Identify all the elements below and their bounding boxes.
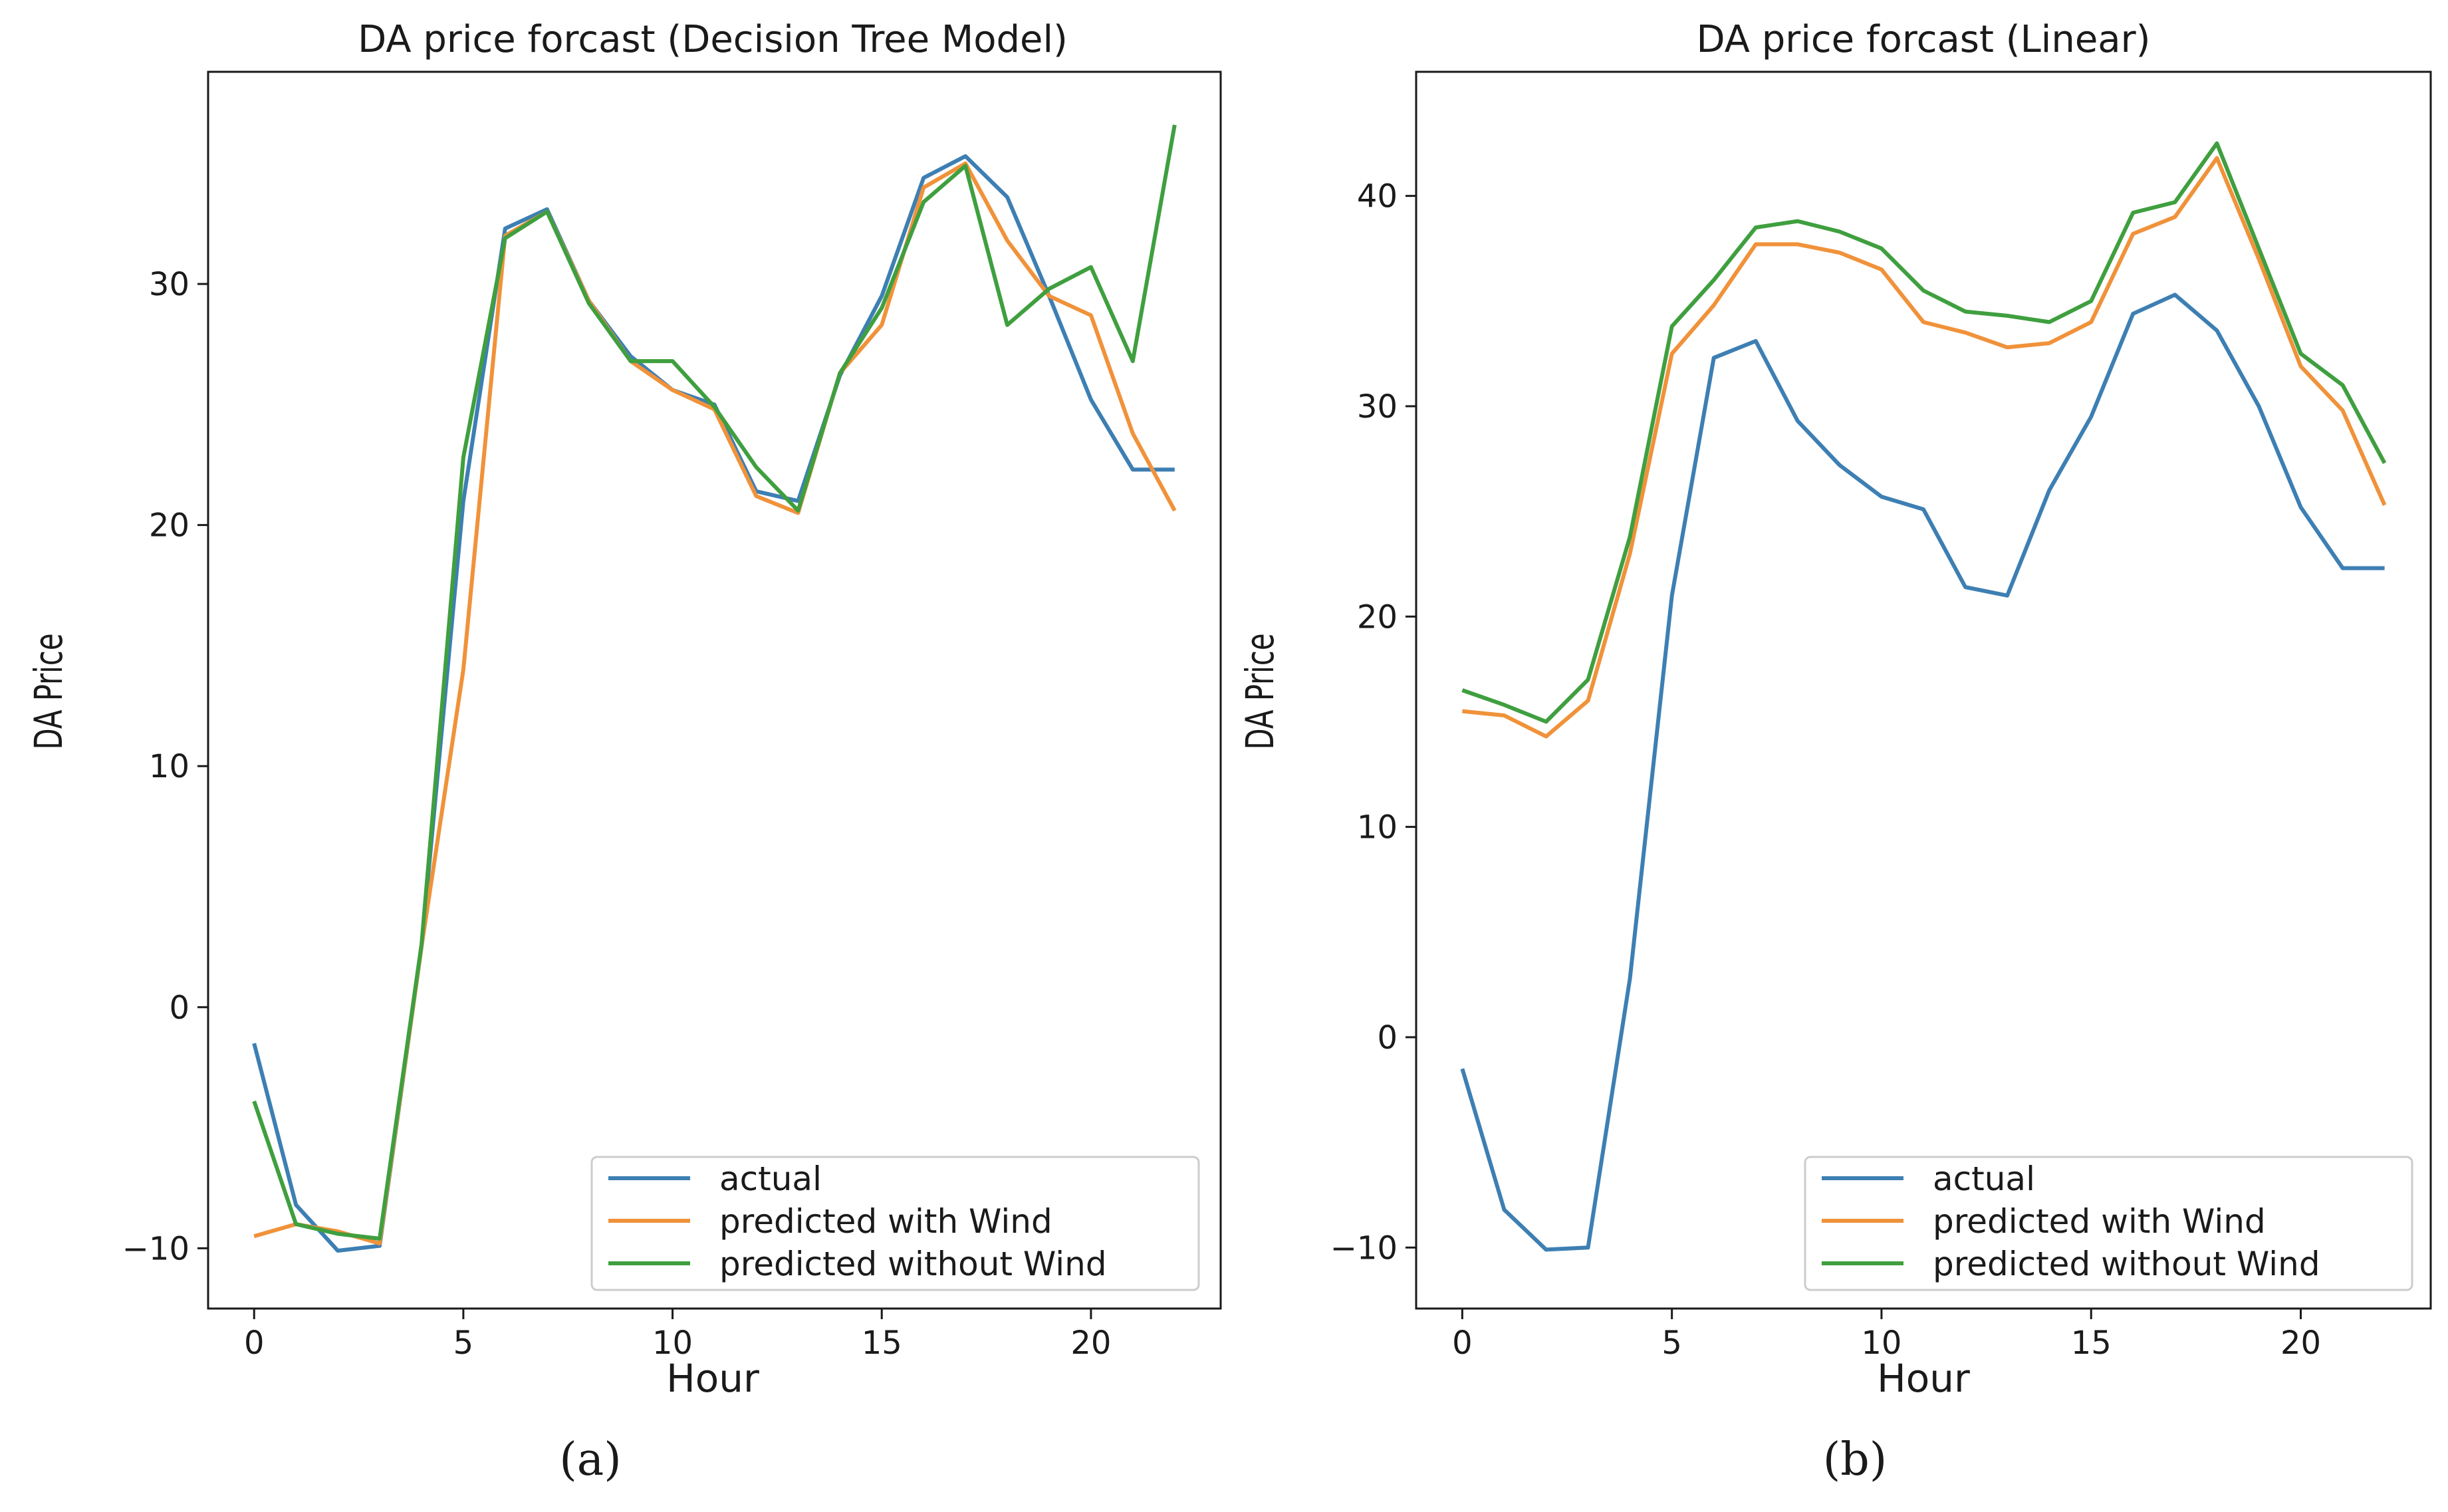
panel-b-y-tick-label-20: 20 (1357, 598, 1398, 636)
panel-a-y-tick-label--10: −10 (122, 1230, 189, 1267)
panel-a-x-tick-label-5: 5 (453, 1324, 474, 1362)
panel-a-y-tick-label-20: 20 (149, 507, 189, 545)
panel-b-x-axis: 0 5 10 15 20 (1452, 1309, 2321, 1362)
panel-b-title: DA price forcast (Linear) (1697, 18, 2151, 61)
legend-b-label-actual: actual (1933, 1160, 2035, 1198)
panel-b-y-tick-label-0: 0 (1377, 1019, 1398, 1057)
panel-a-line-actual (254, 156, 1175, 1251)
panel-b-x-tick-label-0: 0 (1452, 1324, 1473, 1362)
panel-a-series-lines (254, 125, 1175, 1251)
panel-b-x-tick-label-5: 5 (1661, 1324, 1682, 1362)
panel-a-x-axis: 0 5 10 15 20 (244, 1309, 1111, 1362)
panel-b-y-tick-label--10: −10 (1330, 1229, 1398, 1267)
panel-b-x-tick-label-15: 15 (2071, 1324, 2112, 1362)
panel-a-line-predicted-with-wind (254, 164, 1175, 1243)
panel-a-y-tick-label-10: 10 (149, 748, 189, 785)
panel-a-y-label: DA Price (26, 633, 71, 749)
panel-a-title: DA price forcast (Decision Tree Model) (358, 18, 1068, 61)
panel-b-legend: actual predicted with Wind predicted wit… (1805, 1157, 2412, 1290)
panel-a-frame (208, 72, 1221, 1309)
legend-a-label-actual: actual (719, 1160, 822, 1198)
panel-a-line-predicted-without-wind (254, 125, 1175, 1239)
panel-b-linear: DA price forcast (Linear) −10 0 10 20 30 40 0… (1237, 18, 2431, 1486)
panel-b-x-label: Hour (1877, 1356, 1970, 1401)
panel-a-y-axis: −10 0 10 20 30 (122, 266, 208, 1267)
panel-b-y-label: DA Price (1237, 633, 1283, 749)
panel-b-y-axis: −10 0 10 20 30 40 (1330, 178, 1416, 1267)
panel-a-x-tick-label-0: 0 (244, 1324, 265, 1362)
panel-b-line-actual (1462, 295, 2384, 1249)
panel-a-y-tick-label-30: 30 (149, 266, 189, 303)
panel-b-y-tick-label-30: 30 (1357, 388, 1398, 426)
panel-a-legend: actual predicted with Wind predicted wit… (592, 1157, 1199, 1290)
legend-b-label-with-wind: predicted with Wind (1933, 1202, 2266, 1241)
legend-a-label-without-wind: predicted without Wind (719, 1245, 1107, 1283)
legend-a-label-with-wind: predicted with Wind (719, 1202, 1052, 1241)
panel-a-decision-tree: DA price forcast (Decision Tree Model) −… (26, 18, 1221, 1486)
panel-b-series-lines (1462, 144, 2384, 1250)
panel-a-caption: (a) (559, 1434, 622, 1486)
panel-b-frame (1416, 72, 2431, 1309)
panel-b-y-tick-label-10: 10 (1357, 809, 1398, 846)
panel-a-x-tick-label-20: 20 (1070, 1324, 1111, 1362)
figure: DA price forcast (Decision Tree Model) −… (0, 0, 2448, 1509)
legend-b-label-without-wind: predicted without Wind (1933, 1245, 2320, 1283)
panel-a-x-tick-label-15: 15 (862, 1324, 902, 1362)
panel-b-caption: (b) (1823, 1434, 1888, 1486)
figure-svg: DA price forcast (Decision Tree Model) −… (0, 0, 2448, 1509)
panel-a-y-tick-label-0: 0 (169, 989, 189, 1027)
panel-a-x-label: Hour (666, 1356, 759, 1401)
panel-b-y-tick-label-40: 40 (1357, 178, 1398, 215)
panel-b-x-tick-label-20: 20 (2280, 1324, 2321, 1362)
panel-b-line-predicted-with-wind (1462, 158, 2384, 737)
